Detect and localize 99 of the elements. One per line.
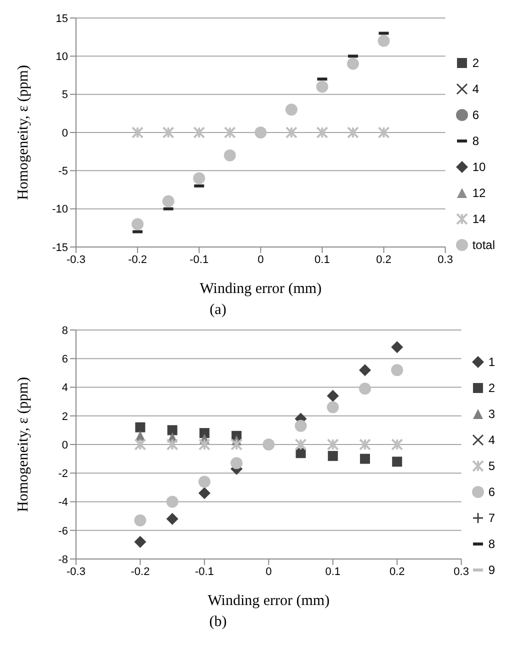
point (193, 172, 206, 184)
point (134, 514, 146, 526)
x-tick-label: 0.3 (438, 254, 453, 266)
y-tick-label: -8 (58, 554, 68, 566)
x-tick-label: -0.3 (66, 566, 86, 578)
point (391, 438, 404, 450)
point (132, 218, 144, 230)
legend-label: 4 (488, 433, 495, 447)
point (326, 438, 339, 450)
point (166, 496, 178, 508)
point (358, 364, 371, 376)
legend-label: total (472, 238, 495, 252)
x-tick-label: 0 (258, 254, 264, 266)
legend-label: 6 (472, 108, 479, 122)
point (294, 420, 307, 432)
legend-label: 14 (472, 212, 486, 226)
point (316, 126, 328, 138)
y-tick-label: -4 (58, 496, 68, 509)
x-tick-label: -0.1 (190, 254, 209, 266)
point (328, 450, 338, 461)
point (294, 438, 307, 450)
point (358, 438, 371, 450)
point (134, 536, 146, 548)
point (132, 126, 144, 138)
point (230, 438, 243, 450)
point (262, 438, 275, 450)
point (198, 438, 210, 450)
x-tick-label: -0.1 (194, 566, 214, 578)
x-axis-title: Winding error (mm) (200, 281, 322, 297)
point (193, 126, 206, 138)
point (391, 341, 404, 354)
point (285, 126, 298, 138)
point (391, 364, 404, 376)
x-tick-label: 0.3 (454, 566, 469, 578)
point (392, 456, 402, 467)
point (326, 390, 339, 402)
x-tick-label: 0.2 (389, 566, 405, 578)
point (378, 34, 390, 47)
legend-label: 2 (488, 381, 495, 395)
y-tick-label: 5 (62, 89, 68, 102)
point (199, 428, 210, 438)
point (254, 126, 267, 138)
x-tick-label: -0.2 (130, 566, 150, 578)
legend-label: 1 (488, 355, 495, 369)
legend-label: 6 (488, 485, 495, 499)
x-tick-label: 0 (266, 566, 272, 578)
x-axis-title: Winding error (mm) (208, 593, 330, 609)
point (162, 126, 174, 138)
point (360, 454, 370, 464)
point (358, 382, 371, 395)
point (198, 476, 210, 488)
legend-label: 5 (488, 459, 495, 473)
x-tick-label: -0.3 (66, 254, 86, 266)
legend-label: 8 (488, 537, 495, 551)
legend-label: 4 (472, 82, 479, 96)
legend-label: 7 (488, 511, 495, 525)
y-tick-label: 4 (62, 382, 68, 394)
point (316, 80, 328, 93)
point (166, 512, 178, 525)
y-axis-title: Homogeneity, ε (ppm) (15, 65, 32, 200)
legend-label: 8 (472, 134, 479, 148)
y-tick-label: -10 (52, 204, 68, 216)
point (135, 422, 146, 432)
y-tick-label: -2 (58, 468, 68, 480)
y-tick-label: -5 (58, 166, 68, 178)
text: (a) (208, 301, 228, 320)
point (224, 149, 236, 162)
legend-label: 12 (472, 186, 486, 200)
point (346, 58, 359, 70)
y-tick-label: 15 (56, 12, 68, 25)
legend-label: 3 (488, 407, 495, 421)
y-tick-label: 0 (62, 127, 68, 140)
point (346, 126, 359, 138)
y-tick-label: -6 (58, 525, 68, 538)
point (230, 457, 243, 470)
point (285, 104, 298, 116)
y-tick-label: 2 (62, 410, 68, 423)
x-tick-label: 0.1 (314, 254, 330, 266)
legend-label: 10 (472, 160, 486, 174)
point (198, 487, 210, 500)
point (224, 126, 236, 138)
point (167, 425, 178, 436)
y-axis-title: Homogeneity, ε (ppm) (15, 377, 32, 512)
point (326, 401, 339, 414)
y-tick-label: -15 (52, 242, 68, 254)
y-tick-label: 0 (62, 439, 68, 452)
x-tick-label: -0.2 (128, 254, 148, 266)
y-tick-label: 6 (62, 354, 68, 366)
x-tick-label: 0.1 (325, 566, 341, 578)
point (162, 195, 174, 208)
text: (b) (208, 613, 228, 632)
legend-label: 2 (472, 56, 479, 70)
x-tick-label: 0.2 (376, 254, 392, 266)
point (166, 438, 178, 450)
point (134, 438, 146, 450)
legend-label: 9 (488, 563, 495, 577)
y-tick-label: 8 (62, 324, 68, 337)
point (378, 126, 390, 138)
y-tick-label: 10 (56, 51, 68, 64)
